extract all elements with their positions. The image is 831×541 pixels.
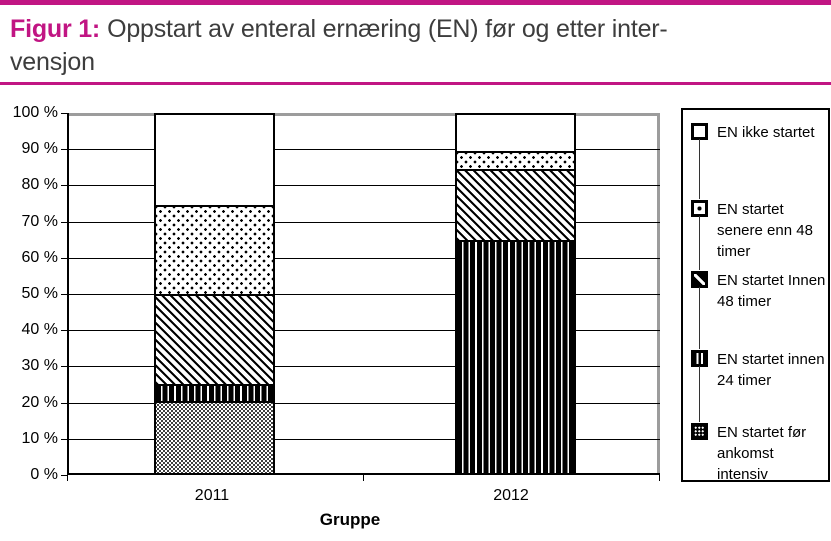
y-axis-line	[67, 113, 69, 475]
legend-label: EN startet innen 24 timer	[717, 351, 825, 389]
y-axis-tick	[61, 294, 67, 295]
legend-item: EN startet senere enn 48 timer	[691, 199, 831, 262]
gridline-60	[67, 257, 660, 259]
y-tick-label: 80 %	[21, 176, 58, 194]
figure-number-label: Figur 1:	[10, 15, 101, 43]
bar-segment-plain-white	[156, 115, 273, 205]
y-axis-tick	[61, 438, 67, 440]
y-axis-tick	[61, 330, 67, 332]
bar-segment-sparse-dots	[156, 204, 273, 294]
category-label-2011: 2011	[194, 487, 230, 504]
y-tick-label: 20 %	[21, 393, 58, 411]
chart-legend: EN ikke startet EN startet senere enn 48 …	[681, 108, 831, 485]
legend-marker-diagonal-hatch	[691, 271, 708, 288]
bar-2011	[154, 113, 275, 475]
y-tick-label: 30 %	[21, 357, 58, 375]
title-divider-rule	[0, 82, 831, 85]
x-axis-tick	[67, 475, 68, 481]
gridline-70	[67, 221, 660, 223]
bar-segment-sparse-dots	[457, 150, 574, 169]
title-line-2: vensjon	[10, 48, 95, 76]
y-tick-label: 90 %	[21, 140, 58, 158]
y-axis-tick	[61, 475, 67, 476]
bar-segment-vertical-lines	[156, 383, 273, 402]
gridline-90	[67, 149, 660, 151]
plot-area	[67, 113, 660, 475]
legend-item: EN startet innen 24 timer	[691, 349, 831, 391]
gridline-20	[67, 402, 660, 404]
bar-segment-diagonal-hatch	[156, 294, 273, 384]
x-axis-tick	[659, 475, 660, 481]
bar-segment-plain-white	[457, 115, 574, 151]
x-axis-tick	[363, 475, 364, 481]
bar-segment-dense-dots	[156, 401, 273, 473]
y-axis-tick	[61, 366, 67, 368]
y-axis-tick	[61, 402, 67, 404]
legend-item: EN startet Innen 48 timer	[691, 270, 831, 312]
y-tick-label: 50 %	[21, 285, 58, 302]
legend-item: EN startet før ankomst intensiv	[691, 422, 831, 485]
legend-marker-vertical-lines	[691, 350, 708, 367]
bar-segment-vertical-lines	[457, 240, 574, 473]
y-axis-tick	[61, 185, 67, 187]
gridline-80	[67, 185, 660, 187]
y-axis-tick	[61, 149, 67, 151]
bar-2012	[455, 113, 576, 475]
y-axis-tick	[61, 221, 67, 223]
legend-connector	[699, 216, 700, 270]
gridline-40	[67, 330, 660, 332]
x-axis-title: Gruppe	[319, 510, 381, 529]
title-text-1: Oppstart av enteral ernæring (EN) før og…	[107, 15, 668, 43]
legend-item: EN ikke startet	[691, 122, 831, 143]
y-axis-tick	[61, 257, 67, 259]
y-tick-label: 10 %	[21, 429, 58, 447]
y-tick-label: 40 %	[21, 321, 58, 339]
plot-top-border	[67, 113, 660, 116]
gridline-30	[67, 366, 660, 368]
gridline-10	[67, 438, 660, 440]
bar-segment-diagonal-hatch	[457, 168, 574, 241]
legend-marker-plain-white	[691, 123, 708, 140]
legend-connector	[699, 139, 700, 199]
legend-marker-sparse-dots	[691, 200, 708, 217]
legend-marker-dense-dots	[691, 423, 708, 440]
stacked-bar-chart: 2011 2012 Gruppe EN ikke startet EN start…	[0, 95, 831, 541]
x-axis-line	[67, 473, 660, 475]
legend-label: EN startet før ankomst intensiv	[717, 424, 807, 483]
legend-label: EN startet Innen 48 timer	[717, 272, 826, 310]
legend-label: EN ikke startet	[717, 124, 815, 141]
y-axis-tick	[61, 113, 67, 114]
figure-title: Figur 1: Oppstart av enteral ernæring (EN…	[10, 13, 821, 79]
y-tick-label: 100 %	[12, 104, 58, 121]
y-tick-label: 0 %	[30, 466, 58, 483]
y-tick-label: 60 %	[21, 248, 58, 266]
legend-connector	[699, 287, 700, 349]
legend-label: EN startet senere enn 48 timer	[717, 201, 813, 260]
legend-connector	[699, 366, 700, 422]
gridline-50	[67, 294, 660, 295]
category-label-2012: 2012	[493, 487, 529, 504]
top-accent-rule	[0, 0, 831, 5]
y-tick-label: 70 %	[21, 212, 58, 230]
title-line-1: Figur 1: Oppstart av enteral ernæring (EN…	[10, 13, 821, 46]
